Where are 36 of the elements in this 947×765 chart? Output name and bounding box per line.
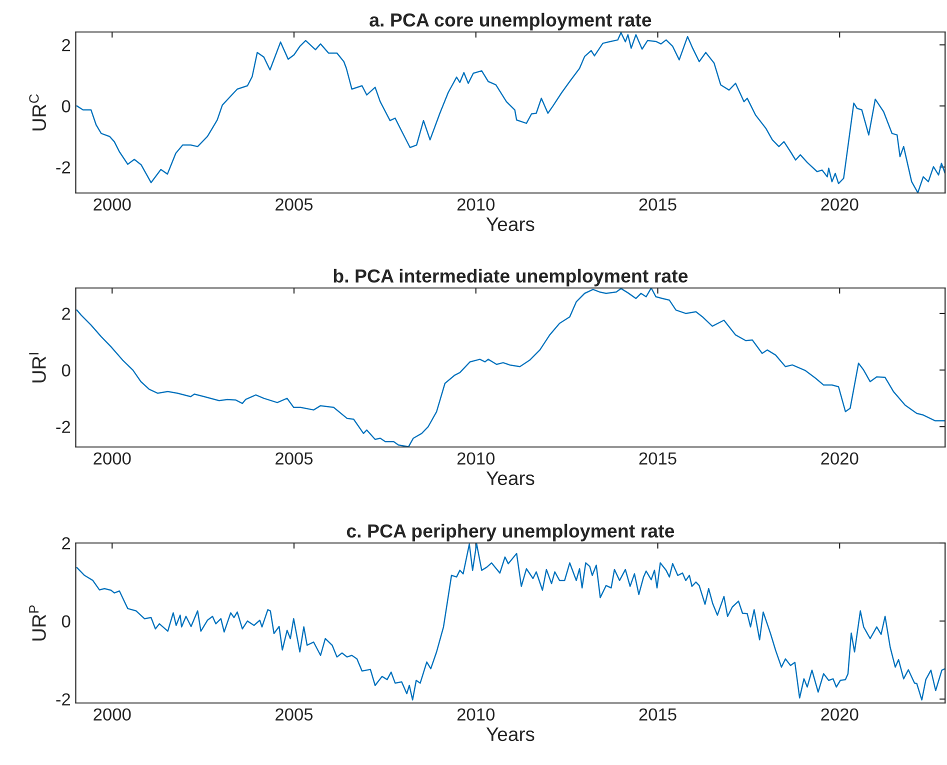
x-tick-label: 2020 [821,452,858,465]
y-tick-label: 0 [62,615,70,628]
line-series [76,288,946,447]
y-tick-label: -2 [56,420,70,433]
x-tick-label: 2000 [94,452,131,465]
x-tick-label: 2015 [639,198,676,211]
y-tick-label: 2 [62,537,70,550]
x-tick-label: 2015 [639,452,676,465]
y-tick-label: 2 [62,308,70,320]
chart-title: b. PCA intermediate unemployment rate [334,268,688,286]
x-tick-label: 2010 [457,452,495,465]
x-axis-title: Years [486,218,534,232]
line-series [76,543,946,701]
x-axis-title: Years [486,472,534,486]
y-tick-label: -2 [56,161,70,174]
y-tick-label: 0 [62,100,70,112]
x-tick-label: 2000 [94,198,131,211]
y-tick-label: 0 [62,364,70,377]
line-series [76,32,946,193]
chart-title: a. PCA core unemployment rate [370,12,652,30]
x-tick-label: 2005 [276,708,313,721]
y-axis-title: UR$^{P}$ [29,605,46,640]
x-tick-label: 2010 [457,198,495,211]
x-tick-label: 2005 [276,198,313,211]
x-tick-label: 2020 [821,198,858,211]
x-tick-label: 2005 [276,452,313,465]
y-axis-title: UR$^{C}$ [29,94,46,130]
y-axis-title: UR$^{I}$ [29,353,46,382]
y-tick-label: 2 [62,39,70,52]
y-tick-label: -2 [56,693,70,706]
x-tick-label: 2015 [639,708,676,721]
x-axis-title: Years [486,728,534,742]
x-tick-label: 2020 [821,708,858,721]
x-tick-label: 2000 [94,708,131,721]
x-tick-label: 2010 [457,708,495,721]
chart-title: c. PCA periphery unemployment rate [346,524,674,542]
